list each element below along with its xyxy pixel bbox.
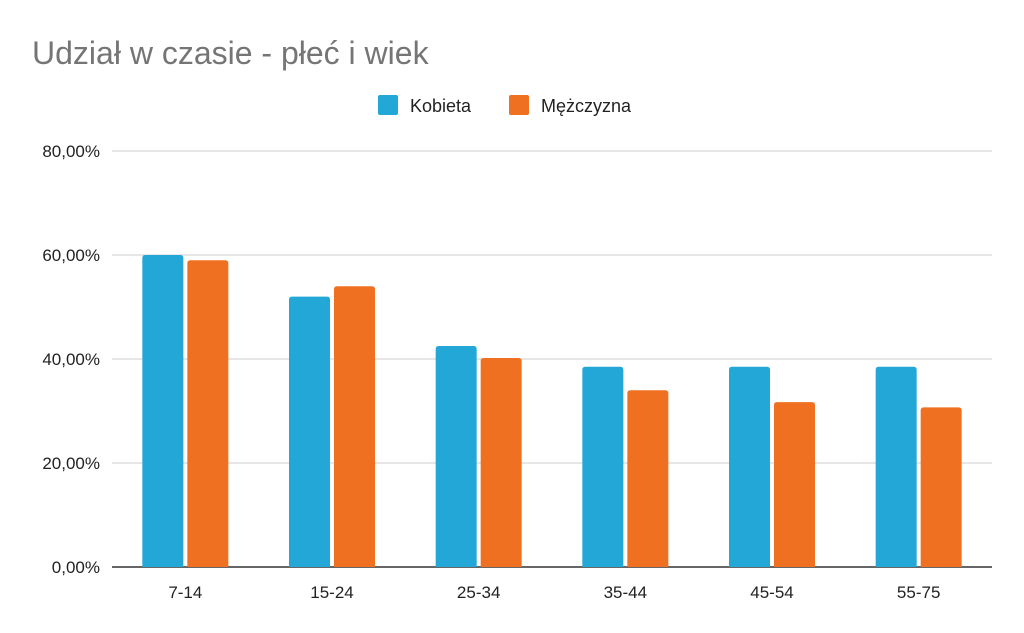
bars-layer (142, 255, 962, 567)
legend-swatch-kobieta (378, 95, 398, 115)
bar-mezczyzna-15-24 (334, 286, 375, 567)
legend-swatch-mezczyzna (509, 95, 529, 115)
bar-kobieta-35-44 (582, 366, 624, 567)
x-tick-label: 7-14 (168, 583, 202, 602)
grid-layer (112, 150, 992, 568)
bar-mezczyzna-25-34 (480, 357, 522, 567)
chart-title: Udział w czasie - płeć i wiek (32, 35, 430, 71)
x-tick-label: 55-75 (897, 583, 940, 602)
bar-kobieta-55-75 (875, 366, 917, 567)
x-tick-label: 15-24 (310, 583, 353, 602)
y-axis-ticks: 0,00% 20,00% 40,00% 60,00% 80,00% (42, 142, 100, 577)
x-tick-label: 25-34 (457, 583, 500, 602)
y-tick-label: 80,00% (42, 142, 100, 161)
bar-kobieta-15-24 (289, 296, 330, 567)
bar-mezczyzna-7-14 (187, 260, 229, 567)
y-tick-label: 0,00% (52, 558, 100, 577)
y-tick-label: 40,00% (42, 350, 100, 369)
legend-label-kobieta: Kobieta (410, 96, 472, 116)
bar-mezczyzna-45-54 (774, 402, 815, 567)
y-tick-label: 20,00% (42, 454, 100, 473)
legend-label-mezczyzna: Mężczyzna (541, 96, 632, 116)
bar-mezczyzna-55-75 (920, 407, 962, 567)
bar-kobieta-45-54 (729, 366, 770, 567)
x-tick-label: 45-54 (750, 583, 793, 602)
bar-kobieta-7-14 (142, 255, 184, 567)
bar-kobieta-25-34 (435, 346, 477, 567)
bar-mezczyzna-35-44 (627, 390, 669, 567)
x-tick-label: 35-44 (604, 583, 647, 602)
legend: Kobieta Mężczyzna (378, 95, 632, 116)
x-axis-ticks: 7-14 15-24 25-34 35-44 45-54 55-75 (168, 583, 940, 602)
y-tick-label: 60,00% (42, 246, 100, 265)
